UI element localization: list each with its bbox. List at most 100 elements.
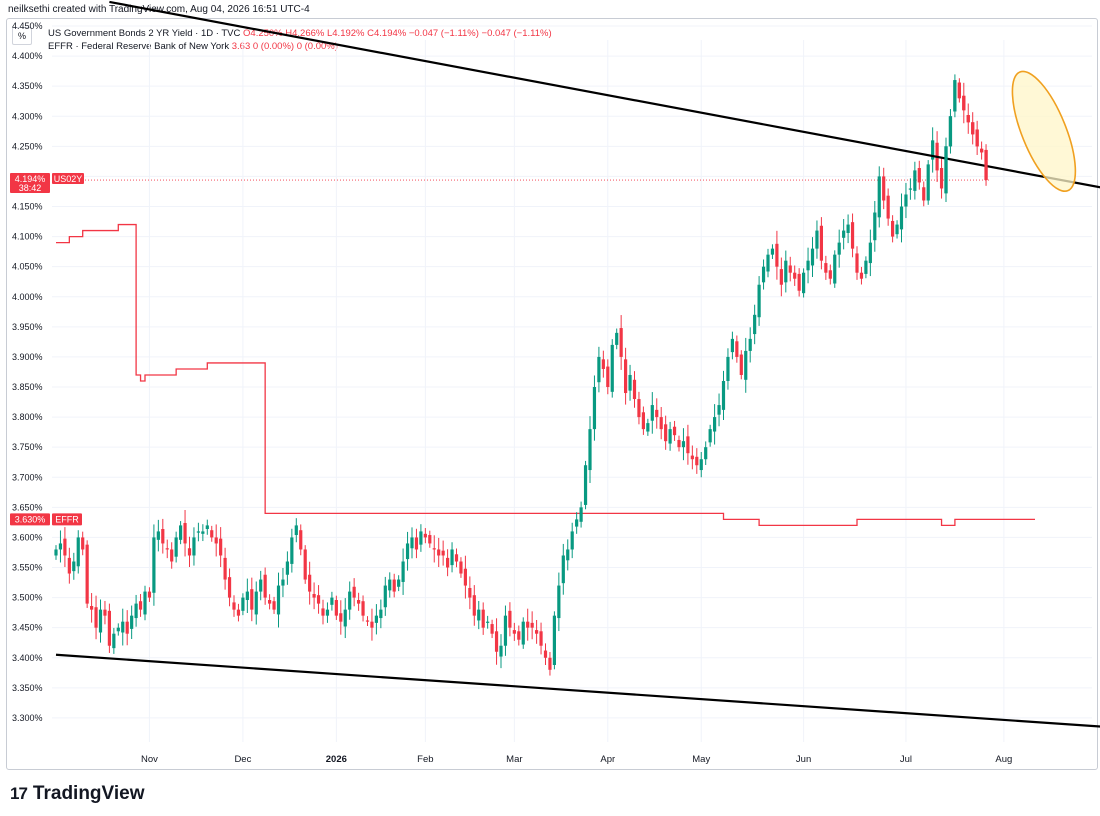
candle-body: [290, 537, 294, 564]
candle-body: [472, 595, 476, 616]
candle-body: [708, 429, 712, 443]
us02y-badge-bg: [10, 173, 50, 194]
legend-series1-name[interactable]: US Government Bonds 2 YR Yield · 1D · TV…: [48, 28, 241, 39]
candle-body: [886, 195, 890, 219]
candle-body: [103, 609, 107, 616]
candle-body: [570, 531, 574, 550]
candle-body: [259, 579, 263, 592]
candle-body: [481, 609, 485, 628]
candle-body: [971, 122, 975, 135]
legend-series2-name[interactable]: EFFR · Federal Reserve Bank of New York: [48, 41, 230, 52]
y-tick-label: 3.550%: [12, 563, 43, 573]
y-tick-label: 3.600%: [12, 532, 43, 542]
x-tick-label: Mar: [506, 754, 522, 765]
effr-badge-bg: [10, 513, 50, 526]
candle-body: [744, 350, 748, 380]
candle-body: [254, 591, 258, 615]
candle-body: [859, 272, 864, 279]
candle-body: [539, 631, 543, 646]
candle-body: [779, 269, 783, 285]
candle-body: [793, 272, 797, 279]
candle-body: [583, 465, 588, 505]
candle-body: [637, 399, 641, 418]
candle-body: [984, 149, 988, 181]
candle-body: [846, 224, 850, 233]
y-tick-label: 3.700%: [12, 472, 43, 482]
price-badges: 4.194%38:42 US02Y 3.630% EFFR: [10, 173, 84, 526]
candle-body: [94, 607, 98, 628]
x-tick-label: Aug: [995, 754, 1012, 765]
candle-body: [130, 615, 134, 629]
candle-body: [183, 522, 187, 544]
candle-body: [899, 206, 904, 230]
candle-body: [842, 230, 846, 238]
candle-body: [939, 168, 944, 189]
candle-body: [138, 601, 143, 610]
candle-body: [632, 379, 637, 400]
candle-body: [223, 557, 227, 580]
candle-body: [437, 549, 441, 556]
candle-body: [98, 609, 103, 633]
x-tick-label: May: [692, 754, 710, 765]
candle-body: [761, 266, 766, 283]
candle-body: [535, 630, 539, 634]
candle-body: [236, 609, 241, 616]
candle-body: [695, 456, 699, 466]
candle-body: [503, 615, 508, 646]
candle-body: [655, 409, 659, 418]
candle-body: [575, 519, 579, 527]
y-tick-label: 4.050%: [12, 262, 43, 272]
candle-body: [926, 164, 930, 201]
percent-scale-button[interactable]: %: [12, 27, 32, 45]
y-tick-label: 3.950%: [12, 322, 43, 332]
x-tick-label: Feb: [417, 754, 433, 765]
candle-body: [294, 525, 298, 536]
candle-body: [379, 609, 383, 619]
candle-body: [281, 579, 285, 586]
candle-body: [797, 273, 801, 291]
candle-body: [526, 621, 530, 628]
candle-body: [187, 548, 192, 556]
candle-body: [690, 455, 694, 460]
candle-body: [179, 525, 183, 540]
candle-body: [810, 248, 815, 266]
candle-body: [579, 507, 583, 522]
candle-body: [557, 585, 561, 619]
candle-body: [668, 429, 672, 444]
candle-body: [161, 529, 165, 544]
candle-body: [76, 537, 80, 567]
x-tick-label: Jun: [796, 754, 811, 765]
candle-body: [957, 82, 961, 99]
candle-body: [268, 600, 272, 604]
effr-line: [56, 223, 1035, 527]
candle-body: [112, 633, 116, 649]
tv-logo-icon: 17: [10, 784, 28, 803]
candle-body: [699, 459, 703, 471]
candle-body: [428, 535, 432, 544]
candle-body: [610, 344, 614, 392]
candle-body: [116, 627, 120, 632]
candle-body: [512, 630, 516, 634]
price-chart[interactable]: 3.300% 3.350% 3.400% 3.450% 3.500% 3.550% 3.60…: [0, 0, 1100, 780]
candle-body: [641, 412, 645, 430]
chart-legend: US Government Bonds 2 YR Yield · 1D · TV…: [48, 27, 552, 53]
y-tick-label: 3.850%: [12, 382, 43, 392]
candle-body: [837, 242, 841, 255]
grid-lines: [52, 25, 1092, 742]
candle-body: [944, 146, 948, 194]
candle-body: [624, 359, 628, 394]
candle-body: [494, 631, 499, 652]
candle-body: [704, 447, 708, 460]
candle-body: [824, 263, 828, 273]
candle-body: [334, 600, 338, 616]
candle-body: [882, 176, 886, 201]
y-tick-label: 4.000%: [12, 292, 43, 302]
candle-body: [343, 609, 347, 627]
candle-body: [156, 531, 160, 540]
candle-body: [686, 436, 690, 454]
candle-body: [446, 557, 450, 568]
candle-body: [410, 537, 414, 549]
candle-body: [392, 579, 396, 592]
candle-body: [325, 609, 330, 616]
x-tick-label: Dec: [234, 754, 251, 765]
